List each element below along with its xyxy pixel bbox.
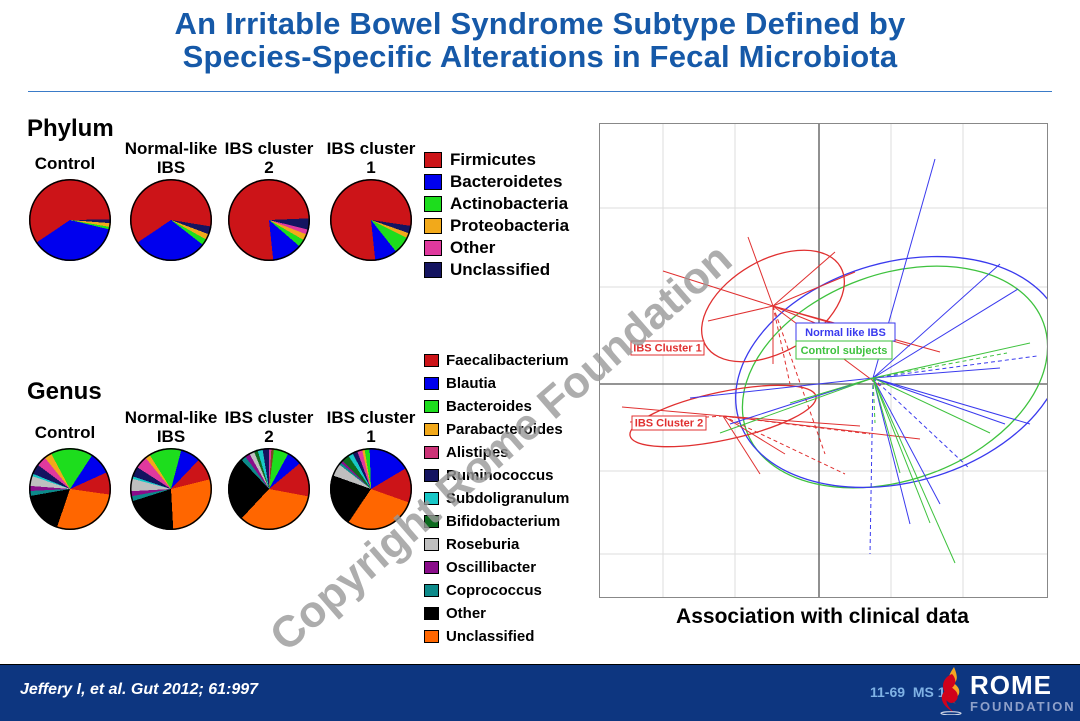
svg-text:Normal like IBS: Normal like IBS <box>805 327 886 339</box>
svg-text:Control subjects: Control subjects <box>801 345 888 357</box>
svg-text:IBS Cluster 2: IBS Cluster 2 <box>635 418 703 430</box>
